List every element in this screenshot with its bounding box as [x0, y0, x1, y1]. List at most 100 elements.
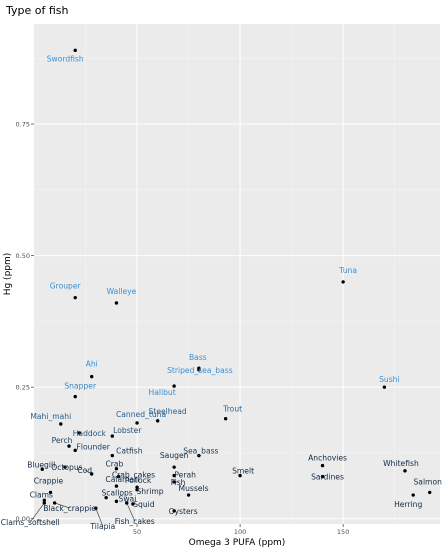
data-point	[90, 472, 94, 476]
y-tick-label: 0.50	[16, 252, 30, 260]
data-point	[94, 506, 98, 510]
data-point	[223, 417, 228, 421]
data-point	[320, 463, 325, 468]
point-label: Black_crappie	[43, 504, 96, 513]
point-label: Swai	[119, 494, 137, 503]
y-tick-label: 0.75	[16, 120, 30, 128]
data-point	[110, 434, 115, 438]
point-label: Crab	[105, 460, 123, 469]
data-point	[114, 467, 119, 471]
data-point	[403, 469, 407, 473]
point-label: Clams	[30, 490, 53, 499]
point-label: Scallops	[101, 489, 132, 498]
data-point	[155, 419, 160, 423]
x-tick-label: 50	[133, 528, 141, 536]
point-label: Catfish	[116, 447, 143, 456]
point-label: Herring	[394, 500, 422, 509]
data-point	[73, 295, 77, 300]
point-label: Bluegill	[27, 460, 55, 469]
point-label: Oysters	[169, 507, 198, 516]
point-label: Bass	[189, 353, 207, 362]
data-point	[427, 490, 432, 495]
data-point	[116, 474, 121, 479]
data-point	[172, 480, 176, 484]
point-label: Tilapia	[89, 522, 115, 531]
data-point	[73, 48, 77, 53]
data-point	[172, 384, 176, 388]
data-point	[42, 498, 47, 503]
point-label: Calamari	[105, 475, 139, 484]
data-point	[90, 374, 94, 379]
data-point	[135, 485, 139, 489]
point-label: Mahi_mahi	[30, 412, 71, 421]
point-label: Canned_tuna	[116, 410, 166, 419]
data-point	[114, 301, 119, 305]
data-point	[125, 501, 129, 505]
point-label: Grouper	[50, 282, 82, 291]
point-label: Perah	[174, 471, 196, 480]
point-label: Shrimp	[136, 487, 163, 496]
point-label: Flounder	[77, 442, 111, 451]
point-label: Crab_cakes	[112, 471, 155, 480]
point-label: Halibut	[149, 388, 176, 397]
data-point	[59, 422, 63, 426]
point-label: Snapper	[64, 382, 97, 391]
point-label: Octopus	[51, 463, 82, 472]
data-point	[42, 501, 47, 505]
point-label: Whitefish	[383, 459, 419, 468]
point-label: Striped_sea_bass	[167, 366, 233, 375]
point-label: Fish_cakes	[115, 517, 155, 526]
data-point	[172, 509, 176, 513]
plot-panel	[34, 24, 440, 524]
data-point	[131, 502, 135, 506]
leader-line	[126, 502, 136, 522]
data-point	[110, 453, 115, 458]
point-label: Tuna	[338, 266, 357, 275]
data-point	[114, 484, 119, 488]
data-point	[104, 495, 108, 500]
leader-line	[95, 508, 104, 527]
point-label: Smelt	[232, 467, 254, 476]
data-point	[63, 465, 67, 469]
point-label: Ahi	[86, 360, 98, 369]
x-axis-title: Omega 3 PUFA (ppm)	[189, 538, 286, 548]
point-label: Walleye	[107, 287, 137, 296]
data-point	[197, 453, 201, 458]
y-tick-label: 0.00	[16, 515, 30, 523]
data-point	[238, 473, 242, 478]
y-axis-ticks: 0.00 0.25 0.50 0.75	[16, 120, 34, 523]
point-label: Mussels	[179, 484, 209, 493]
point-label: Fish	[171, 478, 186, 487]
point-label: Trout	[222, 405, 242, 414]
data-point	[382, 385, 387, 389]
data-point	[197, 368, 201, 372]
data-point	[172, 465, 176, 469]
data-points	[40, 48, 432, 513]
point-label: Steelhead	[149, 407, 187, 416]
point-label: Pollock	[125, 476, 152, 485]
point-label: Sardines	[311, 473, 344, 482]
data-point	[52, 501, 57, 505]
point-label: Squid	[133, 500, 155, 509]
data-point	[411, 493, 415, 497]
data-point	[172, 473, 176, 478]
gridlines	[34, 24, 440, 524]
data-point	[341, 280, 345, 284]
point-label: Haddock	[73, 429, 107, 438]
point-label: Anchovies	[308, 454, 347, 463]
data-point	[48, 490, 53, 495]
point-label: Cod	[77, 466, 92, 475]
chart-title: Type of fish	[5, 4, 69, 17]
point-label: Salmon	[413, 477, 442, 486]
data-point	[320, 474, 325, 479]
leader-line	[54, 502, 70, 509]
data-point	[135, 488, 139, 492]
y-tick-label: 0.25	[16, 383, 30, 391]
point-label: Sea_bass	[183, 447, 218, 456]
point-label: Swordfish	[47, 54, 84, 63]
point-label: Clams_softshell	[1, 518, 60, 527]
point-label: Perch	[52, 436, 73, 445]
point-label: Sushi	[379, 375, 400, 384]
x-tick-label: 100	[234, 528, 246, 536]
